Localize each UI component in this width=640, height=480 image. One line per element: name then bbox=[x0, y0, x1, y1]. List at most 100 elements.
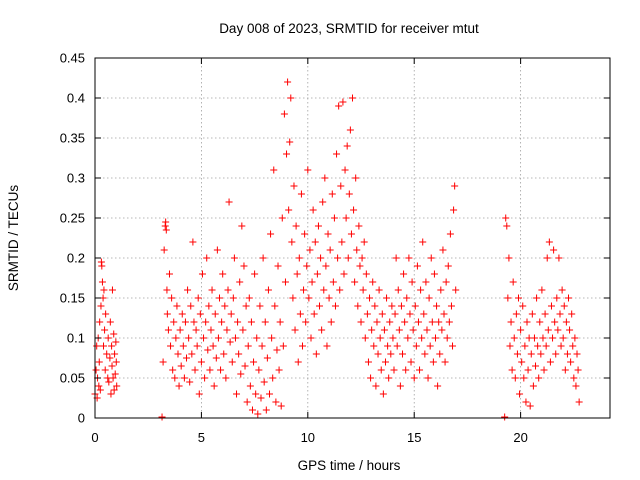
data-point bbox=[167, 342, 175, 350]
data-point bbox=[214, 334, 222, 342]
data-point bbox=[275, 366, 283, 374]
data-point bbox=[440, 310, 448, 318]
data-point bbox=[284, 78, 292, 86]
data-point bbox=[349, 94, 356, 102]
data-point bbox=[521, 342, 529, 350]
data-point bbox=[211, 310, 219, 318]
data-point bbox=[335, 102, 343, 110]
data-point bbox=[304, 166, 312, 174]
data-point bbox=[327, 318, 335, 326]
grid-lines bbox=[95, 58, 610, 418]
data-point bbox=[324, 230, 332, 238]
data-point bbox=[158, 413, 166, 421]
data-point bbox=[517, 326, 525, 334]
data-point bbox=[545, 238, 553, 246]
data-point bbox=[414, 318, 422, 326]
data-point bbox=[572, 382, 580, 390]
data-point bbox=[196, 310, 204, 318]
data-point bbox=[451, 182, 459, 190]
data-point bbox=[295, 254, 303, 262]
data-point bbox=[433, 302, 441, 310]
data-point bbox=[92, 366, 100, 374]
data-point bbox=[112, 338, 120, 346]
data-point bbox=[374, 350, 382, 358]
data-point bbox=[101, 366, 109, 374]
data-point bbox=[237, 370, 245, 378]
data-point bbox=[302, 318, 310, 326]
data-point bbox=[230, 254, 238, 262]
data-point bbox=[405, 254, 413, 262]
data-point bbox=[163, 286, 171, 294]
data-point bbox=[518, 358, 526, 366]
data-point bbox=[385, 374, 393, 382]
data-point bbox=[550, 246, 558, 254]
data-point bbox=[409, 326, 417, 334]
data-point bbox=[103, 350, 111, 358]
data-point bbox=[240, 262, 248, 270]
data-point bbox=[445, 318, 453, 326]
data-point bbox=[310, 310, 318, 318]
data-point bbox=[537, 350, 545, 358]
data-point bbox=[283, 150, 291, 158]
x-tick-label: 5 bbox=[198, 430, 205, 445]
data-point bbox=[292, 222, 300, 230]
data-point bbox=[338, 238, 346, 246]
data-point bbox=[281, 278, 289, 286]
data-point bbox=[560, 302, 568, 310]
data-point bbox=[435, 318, 443, 326]
data-point bbox=[106, 354, 114, 362]
data-point bbox=[434, 382, 442, 390]
data-point bbox=[387, 350, 395, 358]
data-point bbox=[534, 342, 542, 350]
data-point bbox=[543, 254, 551, 262]
data-point bbox=[270, 166, 278, 174]
data-point bbox=[109, 374, 117, 382]
data-point bbox=[264, 286, 272, 294]
data-point bbox=[248, 406, 256, 414]
data-point bbox=[243, 398, 251, 406]
data-point bbox=[206, 366, 214, 374]
data-point bbox=[202, 318, 210, 326]
data-point bbox=[179, 342, 187, 350]
data-point bbox=[290, 182, 298, 190]
data-point bbox=[180, 374, 188, 382]
y-axis-label: SRMTID / TECUs bbox=[6, 185, 21, 292]
data-point bbox=[260, 378, 268, 386]
data-point bbox=[96, 386, 104, 394]
data-point bbox=[450, 206, 458, 214]
data-point bbox=[176, 326, 184, 334]
data-point bbox=[316, 302, 324, 310]
data-point bbox=[383, 294, 391, 302]
data-point bbox=[105, 378, 113, 386]
data-point bbox=[208, 286, 216, 294]
data-point bbox=[393, 342, 401, 350]
data-point bbox=[329, 278, 337, 286]
data-point bbox=[412, 342, 420, 350]
data-point bbox=[296, 310, 304, 318]
data-point bbox=[331, 302, 339, 310]
data-point bbox=[573, 350, 581, 358]
data-point bbox=[269, 374, 277, 382]
data-point bbox=[379, 390, 387, 398]
data-point bbox=[300, 286, 308, 294]
data-point bbox=[173, 302, 181, 310]
data-point bbox=[95, 358, 103, 366]
data-point bbox=[372, 382, 380, 390]
data-point bbox=[259, 254, 267, 262]
data-point bbox=[192, 326, 200, 334]
data-point bbox=[320, 286, 328, 294]
data-point bbox=[198, 270, 206, 278]
data-point bbox=[567, 358, 575, 366]
data-point bbox=[220, 350, 228, 358]
data-point bbox=[223, 326, 231, 334]
data-point bbox=[544, 326, 552, 334]
data-point bbox=[514, 294, 522, 302]
data-point bbox=[207, 326, 215, 334]
data-point bbox=[93, 342, 101, 350]
data-point bbox=[250, 358, 258, 366]
data-point bbox=[510, 334, 518, 342]
data-point bbox=[325, 294, 333, 302]
data-point bbox=[505, 254, 513, 262]
data-point bbox=[187, 302, 195, 310]
data-point bbox=[527, 350, 535, 358]
